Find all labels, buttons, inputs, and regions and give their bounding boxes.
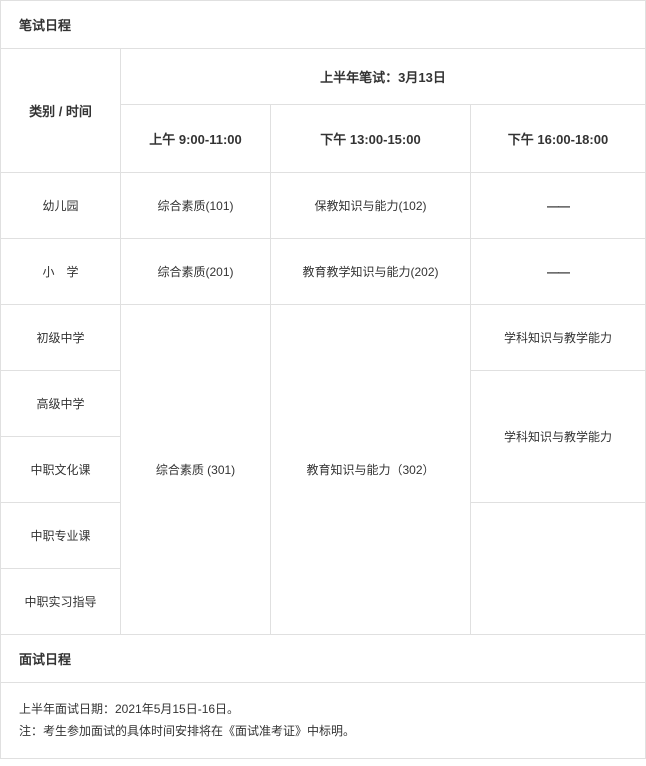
time-slot-pm1: 下午 13:00-15:00 — [271, 105, 471, 173]
schedule-table: 笔试日程 类别 / 时间 上半年笔试：3月13日 上午 9:00-11:00 下… — [0, 0, 646, 759]
semester-header: 上半年笔试：3月13日 — [121, 49, 646, 105]
row-senior-voc-pm2: 学科知识与教学能力 — [471, 371, 646, 503]
time-slot-pm2: 下午 16:00-18:00 — [471, 105, 646, 173]
interview-date-line: 上半年面试日期：2021年5月15日-16日。 — [19, 699, 627, 721]
row-senior-label: 高级中学 — [1, 371, 121, 437]
row-kindergarten-pm2: —— — [471, 173, 646, 239]
shared-301-am: 综合素质 (301) — [121, 305, 271, 635]
row-primary-pm2: —— — [471, 239, 646, 305]
row-junior-pm2: 学科知识与教学能力 — [471, 305, 646, 371]
row-primary-am: 综合素质(201) — [121, 239, 271, 305]
row-voc-intern-label: 中职实习指导 — [1, 569, 121, 635]
interview-section-title: 面试日程 — [1, 635, 646, 683]
row-primary-pm1: 教育教学知识与能力(202) — [271, 239, 471, 305]
row-primary-label: 小 学 — [1, 239, 121, 305]
row-junior-label: 初级中学 — [1, 305, 121, 371]
row-voc-major-label: 中职专业课 — [1, 503, 121, 569]
row-kindergarten-label: 幼儿园 — [1, 173, 121, 239]
row-voc-major-intern-pm2 — [471, 503, 646, 635]
time-slot-am: 上午 9:00-11:00 — [121, 105, 271, 173]
interview-note: 上半年面试日期：2021年5月15日-16日。 注：考生参加面试的具体时间安排将… — [1, 683, 646, 759]
written-section-title: 笔试日程 — [1, 1, 646, 49]
row-kindergarten-am: 综合素质(101) — [121, 173, 271, 239]
interview-note-line: 注：考生参加面试的具体时间安排将在《面试准考证》中标明。 — [19, 721, 627, 743]
shared-302-pm1: 教育知识与能力（302） — [271, 305, 471, 635]
category-time-header: 类别 / 时间 — [1, 49, 121, 173]
row-kindergarten-pm1: 保教知识与能力(102) — [271, 173, 471, 239]
row-voc-culture-label: 中职文化课 — [1, 437, 121, 503]
